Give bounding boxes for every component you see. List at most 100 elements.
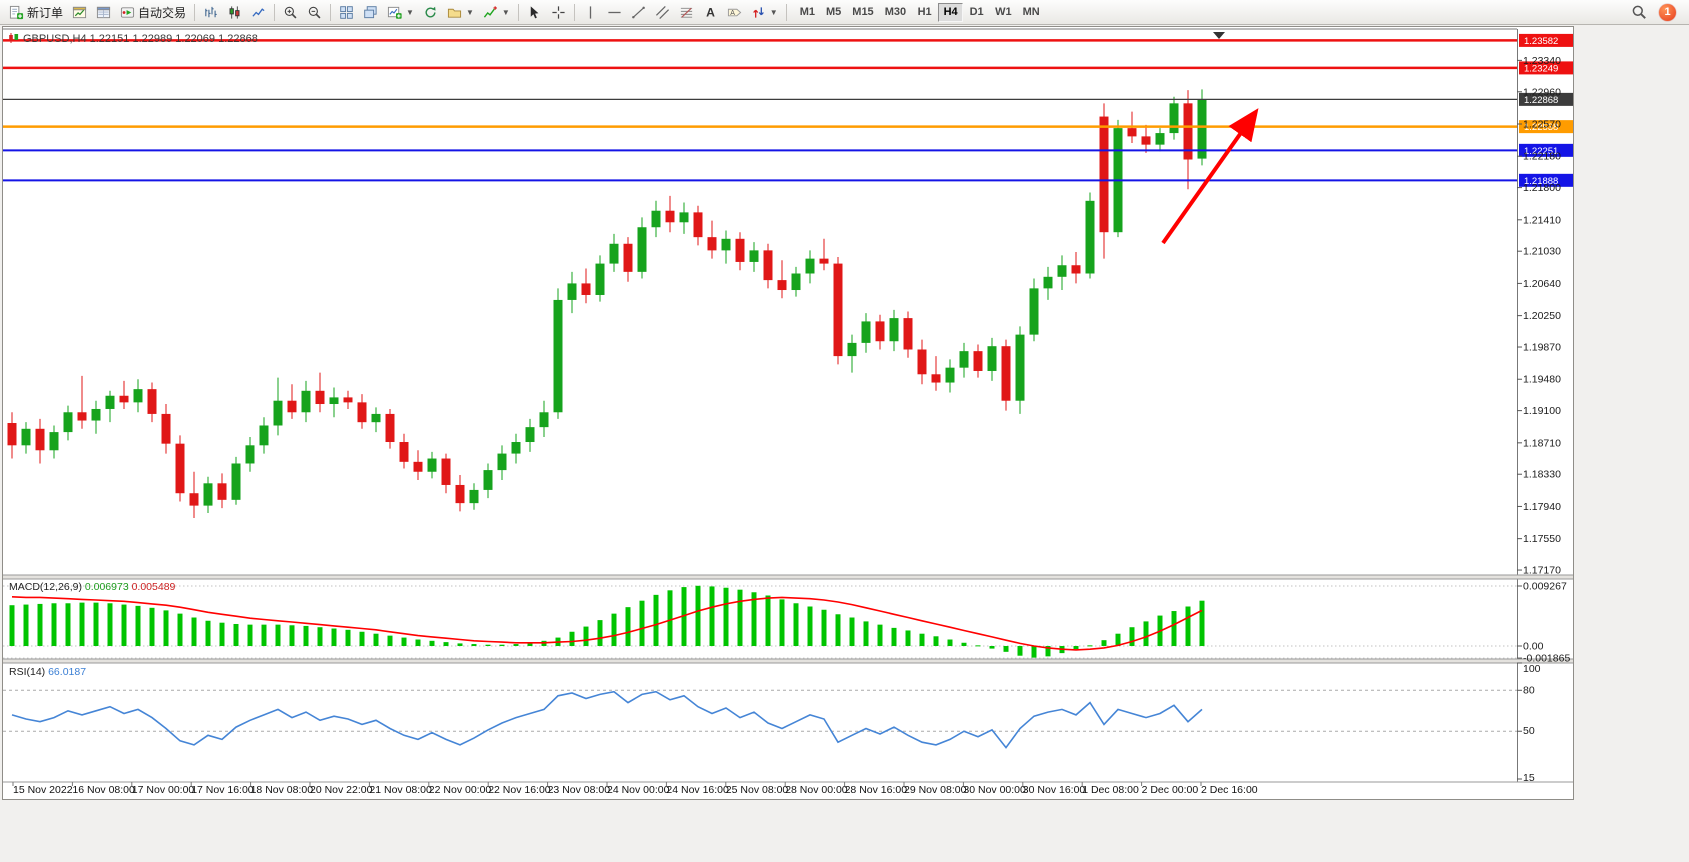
toolbar-separator: [785, 3, 787, 21]
symbol-icon: [9, 35, 13, 40]
arrow-objects-button[interactable]: ▼: [747, 2, 782, 23]
timeframe-d1-button[interactable]: D1: [969, 6, 984, 18]
timeframe-m5-button[interactable]: M5: [826, 6, 842, 18]
bar-chart-button[interactable]: [199, 2, 222, 23]
notification-badge[interactable]: 1: [1659, 3, 1676, 21]
price-badge-label: 1.23249: [1524, 63, 1558, 74]
price-badge: [1519, 61, 1573, 75]
hline-icon: [607, 5, 622, 20]
vertical-line-button[interactable]: [579, 2, 602, 23]
chart-title: GBPUSD,H4 1.22151 1.22989 1.22069 1.2286…: [23, 33, 258, 45]
svg-text:0.009267: 0.009267: [1523, 581, 1567, 593]
toolbar-separator: [517, 3, 519, 21]
svg-text:29 Nov 08:00: 29 Nov 08:00: [904, 784, 967, 796]
new-chart-button[interactable]: ▼: [383, 2, 418, 23]
chevron-down-icon: ▼: [769, 7, 778, 17]
macd-panel-divider[interactable]: [3, 575, 1573, 579]
crosshair-button[interactable]: [547, 2, 570, 23]
arrows-icon: [751, 5, 766, 20]
cursor-button[interactable]: [523, 2, 546, 23]
svg-text:17 Nov 00:00: 17 Nov 00:00: [132, 784, 195, 796]
svg-text:24 Nov 16:00: 24 Nov 16:00: [666, 784, 729, 796]
tile-windows-icon: [339, 5, 354, 20]
svg-text:1.22570: 1.22570: [1523, 118, 1561, 130]
text-label-button[interactable]: A: [723, 2, 746, 23]
equidistant-channel-button[interactable]: [651, 2, 674, 23]
market-watch-button[interactable]: [68, 2, 91, 23]
price-badge: [1519, 33, 1573, 47]
svg-text:1.17940: 1.17940: [1523, 501, 1561, 513]
zoom-in-button[interactable]: [279, 2, 302, 23]
price-badge: [1519, 120, 1573, 134]
channel-icon: [655, 5, 670, 20]
horizontal-line-button[interactable]: [603, 2, 626, 23]
macd-label: MACD(12,26,9) 0.006973 0.005489: [9, 581, 176, 593]
trendline-button[interactable]: [627, 2, 650, 23]
new-order-button[interactable]: 新订单: [5, 2, 67, 23]
line-chart-button[interactable]: [247, 2, 270, 23]
autotrading-button[interactable]: 自动交易: [116, 2, 190, 23]
chart-window-gbpusd-h4[interactable]: 1.23582 1.23249 1.22868 1.22538 1.22251 1.218…: [2, 26, 1574, 800]
svg-text:1.22960: 1.22960: [1523, 86, 1561, 98]
timeframe-m30-button[interactable]: M30: [884, 6, 907, 18]
trendline-icon: [631, 5, 646, 20]
candle-chart-button[interactable]: [223, 2, 246, 23]
zoom-out-button[interactable]: [303, 2, 326, 23]
vline-icon: [583, 5, 598, 20]
cascade-windows-button[interactable]: [359, 2, 382, 23]
cursor-icon: [527, 5, 542, 20]
profiles-button[interactable]: ▼: [443, 2, 478, 23]
rsi-line: [11, 690, 1203, 749]
svg-text:A: A: [730, 9, 735, 16]
data-window-button[interactable]: [92, 2, 115, 23]
svg-text:18 Nov 08:00: 18 Nov 08:00: [251, 784, 314, 796]
price-axis: 1.23340 1.22960 1.22570 1.22180 1.21800 1.214…: [1517, 55, 1561, 577]
chevron-down-icon: ▼: [406, 7, 414, 17]
candle-chart-icon: [227, 5, 242, 20]
crosshair-icon: [551, 5, 566, 20]
svg-text:1.18330: 1.18330: [1523, 469, 1561, 481]
horizontal-levels[interactable]: 1.23582 1.23249 1.22868 1.22538 1.22251 1.218…: [3, 33, 1573, 187]
svg-text:1.21030: 1.21030: [1523, 246, 1561, 258]
timeframe-w1-button[interactable]: W1: [995, 6, 1012, 18]
svg-text:2 Dec 00:00: 2 Dec 00:00: [1142, 784, 1199, 796]
price-badge-label: 1.22868: [1524, 95, 1558, 106]
timeframe-mn-button[interactable]: MN: [1022, 6, 1040, 18]
timeframe-h4-button[interactable]: H4: [938, 2, 964, 22]
svg-text:-0.001865: -0.001865: [1523, 653, 1570, 665]
toolbar-separator: [330, 3, 332, 21]
text-button[interactable]: A: [699, 2, 722, 23]
gbpusd-h4-chart[interactable]: 1.23582 1.23249 1.22868 1.22538 1.22251 1.218…: [3, 27, 1573, 799]
svg-text:28 Nov 16:00: 28 Nov 16:00: [845, 784, 908, 796]
rsi-panel: 100 80 50 15 RSI(14) 66.0187: [3, 662, 1541, 784]
tile-windows-button[interactable]: [335, 2, 358, 23]
refresh-button[interactable]: [419, 2, 442, 23]
search-button[interactable]: [1627, 2, 1651, 23]
svg-text:1.17550: 1.17550: [1523, 533, 1561, 545]
new-order-icon: [9, 5, 24, 20]
text-icon: A: [703, 5, 718, 20]
autotrading-icon: [120, 5, 135, 20]
svg-text:1.23340: 1.23340: [1523, 55, 1561, 67]
chevron-down-icon: ▼: [465, 7, 474, 17]
timeframe-h1-button[interactable]: H1: [917, 6, 932, 18]
fibonacci-button[interactable]: [675, 2, 698, 23]
price-badge-label: 1.21888: [1524, 176, 1558, 187]
svg-text:100: 100: [1523, 663, 1541, 675]
rsi-panel-divider[interactable]: [3, 659, 1573, 663]
indicators-button[interactable]: ▼: [479, 2, 514, 23]
indicators-icon: [483, 5, 498, 20]
svg-text:21 Nov 08:00: 21 Nov 08:00: [369, 784, 432, 796]
svg-text:1.18710: 1.18710: [1523, 437, 1561, 449]
trend-arrow[interactable]: [1161, 108, 1259, 245]
chart-shift-marker[interactable]: [1213, 32, 1225, 39]
svg-text:17 Nov 16:00: 17 Nov 16:00: [191, 784, 254, 796]
svg-text:1.21410: 1.21410: [1523, 214, 1561, 226]
timeframe-m1-button[interactable]: M1: [799, 6, 815, 18]
price-badge-label: 1.22538: [1524, 122, 1558, 133]
timeframe-m15-button[interactable]: M15: [852, 6, 874, 18]
chart-background: [3, 27, 1573, 799]
main-toolbar: 新订单 自动交易 ▼ ▼ ▼ A A ▼ M1 M5 M15 M30 H1 H4 D1 W1 MN 1: [0, 0, 1689, 25]
svg-text:1.22180: 1.22180: [1523, 151, 1561, 163]
zoom-out-icon: [307, 5, 322, 20]
